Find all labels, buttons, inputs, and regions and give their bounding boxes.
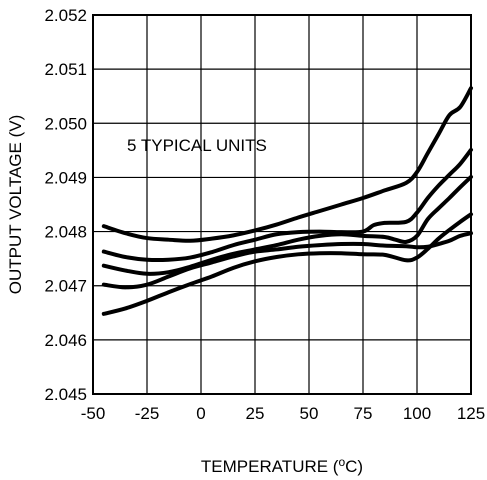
plot-frame bbox=[92, 14, 472, 395]
x-axis-title-superscript: o bbox=[338, 455, 345, 469]
x-tick-labels: -50 -25 0 25 50 75 100 125 bbox=[81, 404, 485, 423]
series-line-3 bbox=[101, 174, 473, 276]
y-tick-labels: 2.045 2.046 2.047 2.048 2.049 2.050 2.051 2.052 bbox=[44, 6, 87, 404]
x-axis-title: TEMPERATURE (oC) bbox=[201, 455, 363, 476]
x-tick-label: 0 bbox=[196, 404, 205, 423]
y-tick-label: 2.052 bbox=[44, 6, 87, 25]
x-tick-label: 25 bbox=[246, 404, 265, 423]
grid bbox=[92, 14, 472, 395]
x-tick-label: 75 bbox=[354, 404, 373, 423]
y-tick-label: 2.051 bbox=[44, 60, 87, 79]
x-axis-title-main: TEMPERATURE ( bbox=[201, 457, 339, 476]
y-tick-label: 2.046 bbox=[44, 331, 87, 350]
annotation-label: 5 TYPICAL UNITS bbox=[127, 136, 267, 155]
series-line-1 bbox=[101, 86, 473, 243]
series-lines bbox=[101, 86, 473, 316]
y-tick-label: 2.050 bbox=[44, 114, 87, 133]
series-line-2 bbox=[101, 147, 473, 263]
y-tick-label: 2.048 bbox=[44, 223, 87, 242]
x-tick-label: -50 bbox=[81, 404, 106, 423]
y-axis-title: OUTPUT VOLTAGE (V) bbox=[6, 115, 25, 294]
series-line-4 bbox=[101, 231, 473, 290]
y-tick-label: 2.047 bbox=[44, 277, 87, 296]
x-axis-title-tail: C) bbox=[345, 457, 363, 476]
x-tick-label: -25 bbox=[135, 404, 160, 423]
x-tick-label: 125 bbox=[457, 404, 485, 423]
y-tick-label: 2.045 bbox=[44, 385, 87, 404]
y-tick-label: 2.049 bbox=[44, 168, 87, 187]
series-line-5 bbox=[101, 212, 473, 316]
x-tick-label: 50 bbox=[300, 404, 319, 423]
x-tick-label: 100 bbox=[403, 404, 431, 423]
